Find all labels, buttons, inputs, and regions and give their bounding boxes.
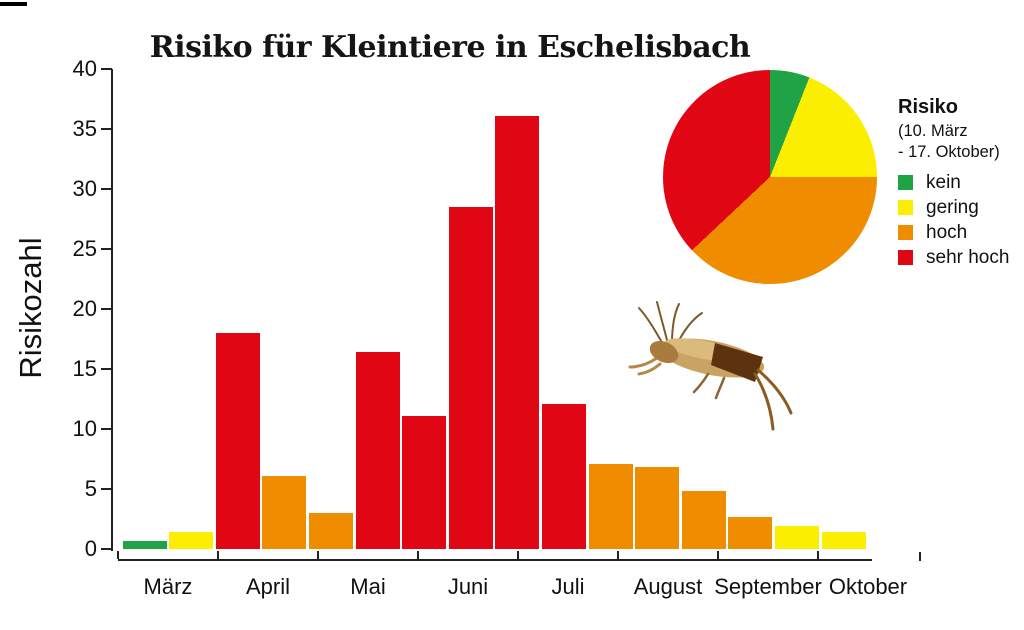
- risk-bar: [542, 404, 586, 549]
- month-label: August: [633, 574, 703, 599]
- month-label: Oktober: [828, 574, 908, 599]
- month-label: April: [245, 574, 290, 599]
- y-axis-tick-label: 40: [72, 56, 97, 81]
- risk-bar: [822, 532, 866, 549]
- y-axis-tick: [101, 68, 112, 70]
- legend-title: Risiko: [898, 96, 959, 118]
- x-axis-tick: [517, 551, 519, 559]
- y-axis-tick: [101, 188, 112, 190]
- y-axis-tick: [101, 428, 112, 430]
- cricket-forelegs: [628, 356, 662, 376]
- month-label: Juli: [551, 574, 585, 599]
- legend-item-kein: kein: [898, 172, 1024, 193]
- x-axis-extra-tick: [919, 552, 921, 561]
- legend-period-line1: (10. März: [898, 122, 968, 140]
- x-axis-tick: [717, 551, 719, 559]
- legend-label: hoch: [926, 221, 968, 243]
- pie-chart: [663, 70, 877, 284]
- risk-bar: [262, 476, 306, 549]
- risk-bar: [309, 513, 353, 549]
- x-axis-tick: [817, 551, 819, 559]
- y-axis-tick-label: 35: [72, 116, 97, 141]
- top-left-stray-mark: [0, 2, 27, 6]
- legend-label: kein: [926, 171, 961, 193]
- month-label: Mai: [350, 574, 386, 599]
- risk-bar: [123, 541, 167, 549]
- y-axis-tick-label: 30: [72, 176, 97, 201]
- chart-title: Risiko für Kleintiere in Eschelisbach: [149, 30, 751, 65]
- y-axis-tick-label: 0: [84, 536, 97, 561]
- risk-bar: [169, 532, 213, 549]
- risk-bar: [216, 333, 260, 549]
- legend-swatch-kein: [898, 175, 913, 190]
- risk-bar: [356, 352, 400, 549]
- risk-bar: [635, 467, 679, 549]
- y-axis-tick-label: 25: [72, 236, 97, 261]
- y-axis-tick: [101, 368, 112, 370]
- legend-item-gering: gering: [898, 197, 1024, 218]
- month-label: März: [143, 574, 193, 599]
- risk-bar: [495, 116, 539, 549]
- risk-bar: [775, 526, 819, 549]
- y-axis-tick-label: 5: [84, 476, 97, 501]
- x-axis-line: [118, 559, 872, 561]
- y-axis-line: [111, 69, 113, 551]
- risk-bar: [589, 464, 633, 549]
- legend-item-sehr-hoch: sehr hoch: [898, 247, 1024, 268]
- month-label: September: [714, 574, 822, 599]
- risk-bar: [449, 207, 493, 549]
- y-axis-tick: [101, 128, 112, 130]
- cricket-cerci: [753, 368, 793, 431]
- y-axis-tick-label: 15: [72, 356, 97, 381]
- y-axis-tick-label: 20: [72, 296, 97, 321]
- x-axis-tick: [617, 551, 619, 559]
- cricket-head: [649, 340, 679, 364]
- legend-label: sehr hoch: [926, 246, 1010, 268]
- legend-swatch-sehr-hoch: [898, 250, 913, 265]
- x-axis-tick: [417, 551, 419, 559]
- y-axis-tick-label: 10: [72, 416, 97, 441]
- risk-bar: [728, 517, 772, 549]
- risk-bar: [402, 416, 446, 549]
- x-axis-tick: [117, 551, 119, 559]
- y-axis-tick: [101, 548, 112, 550]
- legend-items: kein gering hoch sehr hoch: [898, 172, 1024, 268]
- legend-swatch-hoch: [898, 225, 913, 240]
- pie-legend: Risiko (10. März - 17. Oktober) kein geri…: [898, 96, 1024, 275]
- risk-bar: [682, 491, 726, 549]
- x-axis-tick: [217, 551, 219, 559]
- y-axis-tick: [101, 248, 112, 250]
- mole-cricket-image: [628, 301, 793, 431]
- y-axis-tick: [101, 488, 112, 490]
- y-axis-tick: [101, 308, 112, 310]
- cricket-hindlegs: [692, 372, 726, 400]
- legend-swatch-gering: [898, 200, 913, 215]
- legend-label: gering: [926, 196, 979, 218]
- cricket-wings: [711, 343, 763, 382]
- x-axis-tick: [317, 551, 319, 559]
- month-label: Juni: [447, 574, 489, 599]
- legend-period-line2: - 17. Oktober): [898, 143, 1000, 161]
- legend-item-hoch: hoch: [898, 222, 1024, 243]
